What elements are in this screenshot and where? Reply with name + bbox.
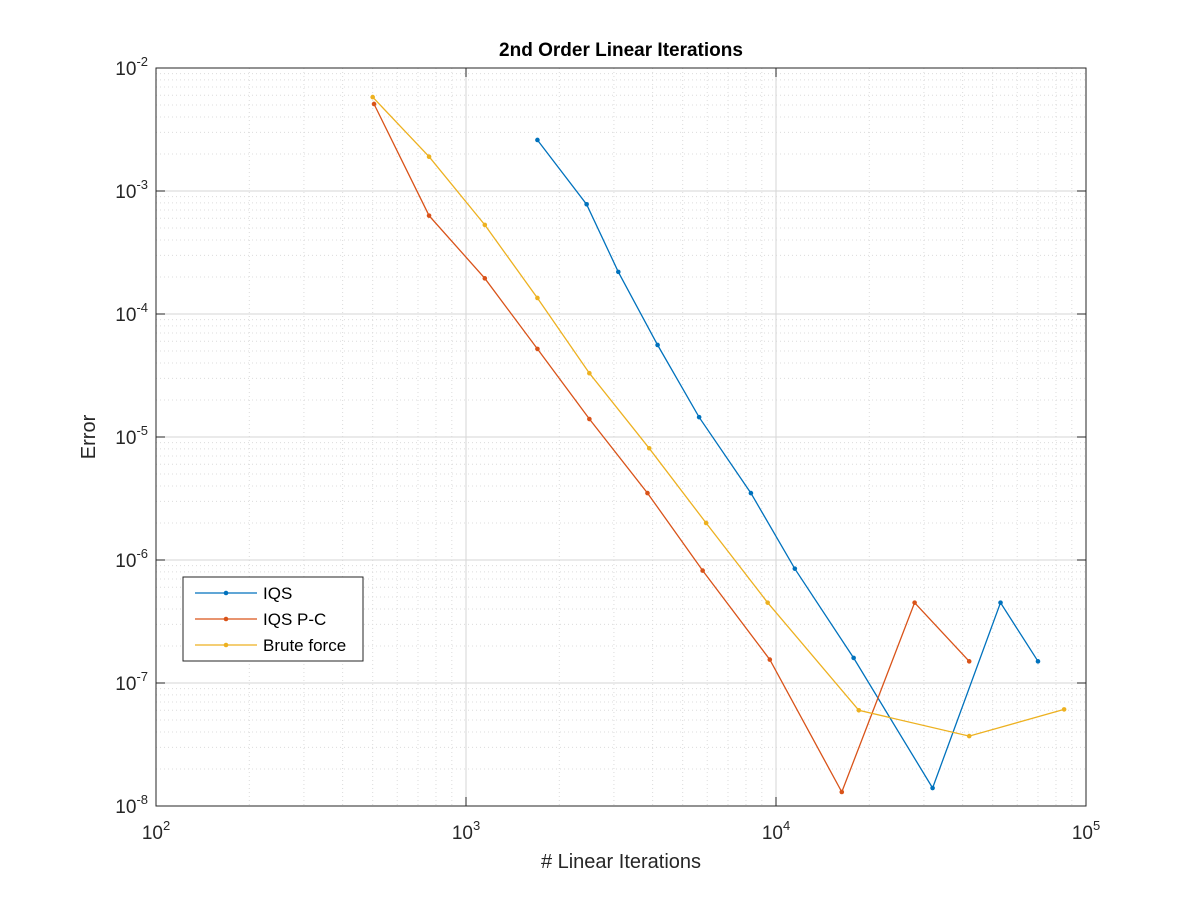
legend-swatch-marker <box>223 616 229 622</box>
data-point <box>584 201 589 207</box>
data-point <box>748 490 754 496</box>
data-point <box>765 600 770 605</box>
data-point <box>587 370 592 376</box>
data-point <box>966 659 972 664</box>
legend-swatch-marker <box>223 590 229 596</box>
data-point <box>645 490 650 496</box>
ticks: 102 103 104 105 10-8 10-7 10-6 10-5 10-4 10-3 10-2 <box>115 54 1100 844</box>
data-point <box>966 733 972 739</box>
data-point <box>535 346 540 352</box>
y-tick-label: 10-7 <box>115 669 148 695</box>
data-point <box>1035 659 1041 664</box>
series-iqs-p-c <box>371 101 972 795</box>
legend-label: Brute force <box>263 636 346 655</box>
data-point <box>912 600 917 605</box>
y-tick-label: 10-5 <box>115 423 148 449</box>
y-tick-label: 10-2 <box>115 54 148 80</box>
data-point <box>700 568 705 573</box>
data-point <box>535 137 540 143</box>
data-point <box>696 414 702 420</box>
data-point <box>482 222 488 228</box>
y-axis-title: Error <box>78 414 100 459</box>
x-tick-label: 102 <box>142 818 170 844</box>
series-iqs <box>535 137 1041 791</box>
data-point <box>370 94 375 100</box>
data-point <box>930 785 935 791</box>
series-layer <box>370 94 1067 795</box>
data-point <box>856 707 862 713</box>
legend-label: IQS P-C <box>263 610 326 629</box>
y-tick-label: 10-6 <box>115 546 148 572</box>
data-point <box>998 600 1003 605</box>
legend-swatch-marker <box>223 642 229 648</box>
x-axis-title: # Linear Iterations <box>541 851 701 873</box>
data-point <box>703 520 709 526</box>
data-point <box>371 101 377 107</box>
legend-label: IQS <box>263 584 292 603</box>
data-point <box>851 655 856 661</box>
data-point <box>426 213 432 218</box>
data-point <box>587 416 592 422</box>
x-tick-label: 104 <box>762 818 790 844</box>
data-point <box>792 566 798 571</box>
y-tick-label: 10-4 <box>115 300 148 326</box>
x-tick-label: 103 <box>452 818 480 844</box>
y-tick-label: 10-8 <box>115 792 148 818</box>
data-point <box>646 445 652 451</box>
data-point <box>839 789 845 795</box>
data-point <box>1061 707 1067 712</box>
data-point <box>655 342 660 348</box>
data-point <box>482 276 488 281</box>
data-point <box>767 657 773 662</box>
data-point <box>616 269 621 275</box>
data-point <box>426 154 432 160</box>
y-tick-label: 10-3 <box>115 177 148 203</box>
legend: IQS IQS P-C Brute force <box>182 576 364 662</box>
series-brute-force <box>370 94 1067 739</box>
data-point <box>535 295 540 301</box>
chart-title: 2nd Order Linear Iterations <box>499 40 743 61</box>
x-tick-label: 105 <box>1072 818 1100 844</box>
